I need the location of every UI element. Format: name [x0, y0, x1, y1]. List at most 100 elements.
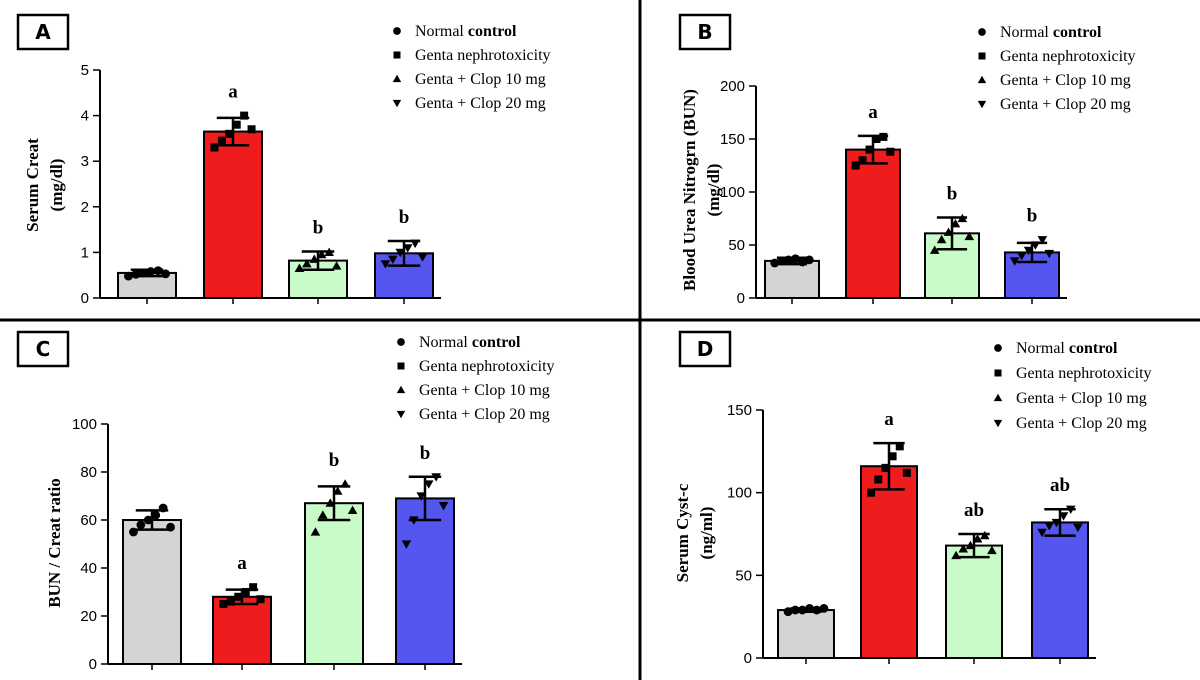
- legend-entry: Genta nephrotoxicity: [419, 358, 555, 375]
- panel-b: B 0 50 100 150 200 Blood Urea Nitrogrn (BUN) (m…: [678, 13, 1136, 307]
- data-point: [872, 135, 881, 143]
- data-point: [1016, 252, 1027, 261]
- significance-label: b: [313, 217, 324, 238]
- legend-marker-triangle-up: [396, 385, 406, 394]
- data-point: [388, 255, 398, 265]
- legend-marker-square: [978, 52, 986, 60]
- y-axis-label: BUN / Creat ratio: [45, 478, 64, 608]
- data-point: [234, 592, 243, 601]
- legend-marker-triangle-down: [993, 419, 1003, 428]
- y-tick-label: 0: [737, 290, 745, 307]
- data-point: [217, 136, 226, 145]
- significance-label: ab: [964, 500, 984, 521]
- bar-1: [777, 609, 835, 660]
- legend-entry: Normal control: [1016, 340, 1118, 357]
- data-point: [867, 488, 876, 497]
- legend-marker-circle: [393, 27, 401, 35]
- data-point: [929, 245, 940, 254]
- legend-marker-triangle-down: [396, 410, 406, 419]
- y-tick-label: 3: [81, 153, 89, 170]
- legend-entry-label: Genta + Clop 10 mg: [1016, 390, 1147, 407]
- y-tick-label: 80: [80, 464, 97, 481]
- legend-entry-bold: control: [472, 334, 521, 351]
- data-point: [129, 527, 138, 537]
- significance-label: a: [868, 102, 878, 123]
- legend-entry: Genta nephrotoxicity: [1000, 48, 1136, 65]
- significance-label: b: [329, 450, 340, 471]
- data-point: [347, 505, 358, 514]
- y-tick-label: 4: [81, 108, 89, 125]
- data-point: [219, 600, 228, 608]
- y-tick-label: 40: [80, 560, 97, 577]
- y-tick-label: 20: [80, 608, 97, 625]
- legend-entry-label: Genta nephrotoxicity: [1016, 365, 1152, 382]
- data-point: [161, 269, 170, 279]
- legend-entry: Normal control: [419, 334, 521, 351]
- data-point: [1044, 522, 1055, 531]
- data-point: [395, 248, 406, 258]
- panel-letter: A: [35, 20, 51, 44]
- panel-letter: D: [697, 337, 714, 361]
- data-point: [888, 452, 897, 461]
- bar-4: [1031, 521, 1089, 660]
- data-point: [309, 254, 320, 263]
- panel-label-box: [16, 13, 70, 51]
- data-point: [249, 583, 258, 592]
- panel-letter: C: [36, 337, 51, 361]
- legend-entry: Genta + Clop 10 mg: [1016, 390, 1147, 407]
- y-tick-label: 100: [727, 485, 752, 502]
- data-point: [1009, 257, 1020, 266]
- legend-entry-label: Normal: [1000, 24, 1053, 41]
- significance-label: a: [228, 82, 238, 103]
- data-point: [240, 111, 249, 120]
- legend-marker-circle: [994, 344, 1002, 352]
- data-point: [316, 249, 327, 259]
- panel-d: D 0 50 100 150 Serum Cyst-c (ng/ml) a ab ab Normal…: [673, 330, 1152, 667]
- data-point: [819, 604, 829, 613]
- legend-entry: Normal control: [415, 23, 517, 40]
- y-tick-label: 200: [720, 78, 745, 95]
- data-point: [936, 234, 947, 244]
- data-point: [1073, 523, 1083, 533]
- data-point: [136, 520, 146, 530]
- y-tick-label: 150: [720, 131, 745, 148]
- data-point: [124, 271, 133, 281]
- legend-entry-label: Normal: [415, 23, 468, 40]
- data-point: [438, 502, 449, 511]
- data-point: [886, 147, 895, 156]
- legend-entry-label: Genta + Clop 10 mg: [419, 382, 550, 399]
- y-tick-label: 60: [80, 512, 97, 529]
- y-tick-label: 50: [728, 237, 745, 254]
- data-point: [416, 492, 427, 501]
- y-tick-label: 0: [81, 290, 89, 307]
- legend-marker-circle: [978, 28, 986, 36]
- data-point: [858, 156, 867, 165]
- legend-entry-label: Genta + Clop 20 mg: [419, 406, 550, 423]
- data-point: [256, 595, 265, 604]
- bar-2: [845, 148, 901, 299]
- legend-marker-square: [994, 369, 1002, 377]
- legend-entry: Genta + Clop 20 mg: [415, 95, 546, 112]
- significance-label: b: [1027, 206, 1038, 227]
- data-point: [247, 125, 256, 134]
- data-point: [902, 468, 911, 477]
- data-point: [423, 480, 434, 489]
- y-tick-label: 1: [81, 244, 89, 261]
- data-point: [241, 588, 250, 596]
- legend-marker-triangle-up: [993, 393, 1003, 402]
- data-point: [325, 498, 336, 507]
- legend-entry: Genta nephrotoxicity: [415, 47, 551, 64]
- data-point: [1037, 528, 1047, 538]
- data-point: [881, 463, 890, 472]
- legend-entry-label: Genta nephrotoxicity: [415, 47, 551, 64]
- data-point: [131, 269, 141, 279]
- significance-label: a: [237, 553, 247, 574]
- data-point: [987, 545, 997, 555]
- bar-2: [860, 465, 918, 660]
- legend: Normal control Genta nephrotoxicity Genta …: [977, 24, 1136, 113]
- data-point: [958, 544, 969, 553]
- data-point: [166, 522, 175, 532]
- data-point: [380, 260, 391, 269]
- y-axis-label: Serum Cyst-c: [673, 483, 692, 582]
